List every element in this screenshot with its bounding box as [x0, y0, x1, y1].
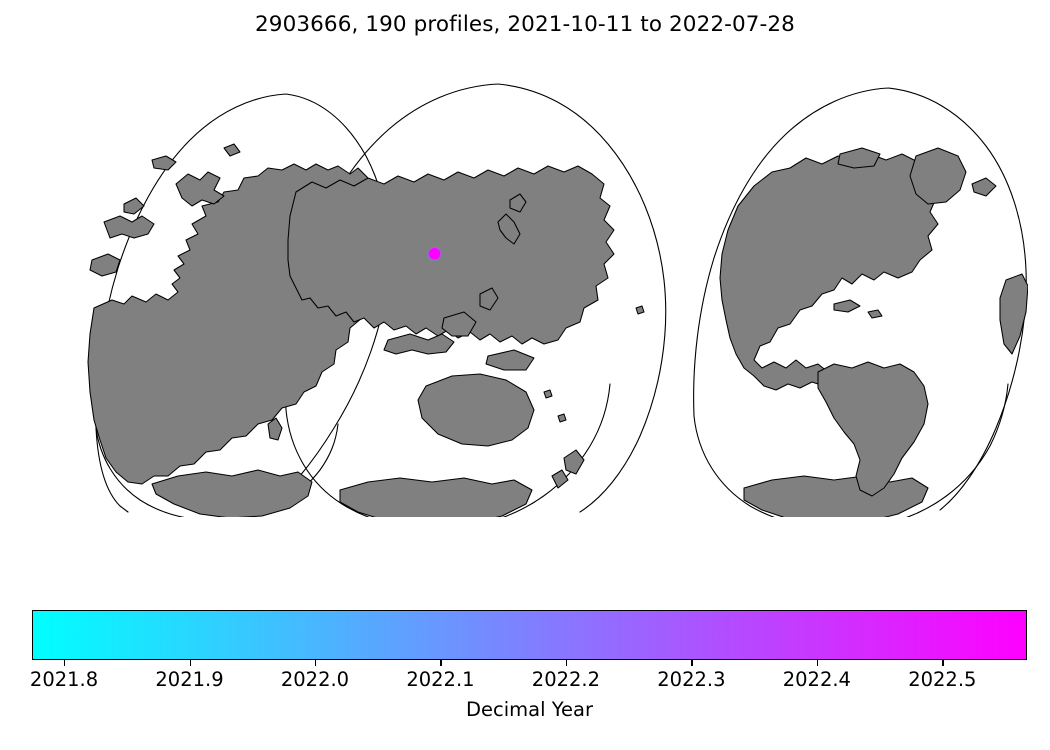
lobe-outline-right	[693, 87, 1027, 511]
land-madagascar	[267, 417, 283, 441]
profile-scatter-layer	[428, 247, 441, 261]
lobe-outline-right-bottom	[693, 383, 1009, 517]
land-arctic-islands	[837, 147, 881, 169]
land-antarctica-right	[743, 475, 929, 517]
colorbar-tick	[691, 660, 693, 666]
land-iceland	[151, 155, 177, 171]
land-south-america	[817, 361, 929, 497]
profile-point	[429, 248, 441, 260]
land-borneo	[441, 311, 477, 337]
lobe-outline-mid-bottom	[285, 383, 611, 517]
colorbar-tick-label: 2022.2	[531, 668, 601, 691]
land-japan	[497, 213, 521, 245]
colorbar-tick-label: 2022.1	[406, 668, 475, 691]
land-antarctica-mid	[339, 477, 533, 517]
land-indonesia	[383, 333, 455, 355]
land-nz-south	[551, 469, 569, 489]
land-scandinavia	[175, 171, 225, 207]
colorbar-tick	[314, 660, 317, 666]
land-africa-sliver-right	[999, 273, 1028, 355]
goode-homolosine-map	[87, 83, 1028, 517]
colorbar-tick-label: 2022.5	[908, 668, 977, 691]
land-australia	[417, 373, 535, 447]
colorbar-tick-label: 2021.8	[29, 668, 99, 691]
land-philippines	[479, 287, 499, 311]
land-iceland-right	[971, 177, 997, 197]
land-iberia	[89, 253, 121, 277]
colorbar-tick	[64, 660, 66, 666]
land-uk	[123, 197, 145, 215]
colorbar-tick-container: 2021.8 2021.9 2022.0 2022.1 2022.2 2022.3 2022…	[29, 660, 1027, 700]
colorbar	[32, 610, 1027, 660]
land-antarctica-left	[151, 469, 313, 517]
page-title: 2903666, 190 profiles, 2021-10-11 to 202…	[255, 12, 795, 37]
land-asia	[287, 165, 615, 345]
colorbar-tick-label: 2022.4	[782, 668, 851, 691]
colorbar-tick	[565, 660, 568, 666]
land-caribbean-small	[867, 309, 883, 319]
land-greenland	[909, 147, 967, 205]
colorbar-tick	[816, 660, 819, 666]
land-newzealand	[563, 449, 585, 475]
colorbar-tick-label: 2022.3	[657, 668, 726, 691]
map-lobe-americas	[693, 87, 1027, 517]
land-pacific-islet-a	[635, 305, 645, 315]
colorbar-tick	[942, 660, 944, 666]
lobe-outline-left-bottom	[95, 423, 339, 517]
colorbar-tick	[440, 660, 442, 666]
colorbar-axis-label: Decimal Year	[466, 698, 593, 721]
land-newguinea	[485, 349, 535, 371]
land-north-america	[719, 153, 939, 391]
land-europe-detail	[103, 215, 155, 239]
colorbar-tick-label: 2021.9	[155, 668, 224, 691]
colorbar-tick-label: 2022.0	[280, 668, 350, 691]
land-svalbard	[223, 143, 241, 157]
colorbar-gradient	[32, 610, 1027, 660]
land-pacific-islet-c	[557, 413, 567, 423]
map-axes	[28, 72, 1028, 517]
colorbar-tick	[189, 660, 191, 666]
land-caribbean	[833, 299, 861, 313]
land-japan-north	[509, 193, 527, 213]
land-pacific-islet-b	[543, 389, 553, 399]
